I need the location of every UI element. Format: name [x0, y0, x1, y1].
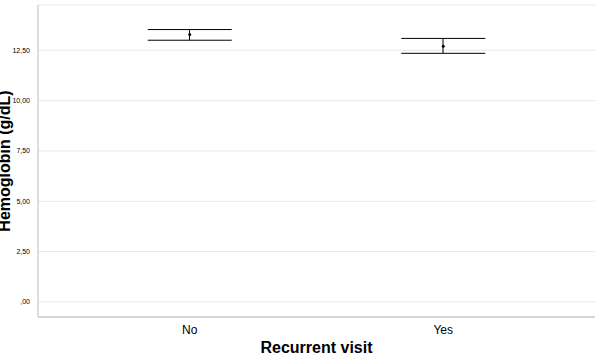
svg-text:10,00: 10,00: [12, 97, 30, 104]
svg-text:,00: ,00: [20, 298, 30, 305]
svg-text:No: No: [182, 323, 198, 337]
svg-text:7,50: 7,50: [16, 147, 30, 154]
svg-text:Yes: Yes: [433, 323, 453, 337]
svg-text:Recurrent visit: Recurrent visit: [260, 339, 373, 355]
svg-text:5,00: 5,00: [16, 198, 30, 205]
svg-text:2,50: 2,50: [16, 248, 30, 255]
svg-text:12,50: 12,50: [12, 47, 30, 54]
svg-text:Hemoglobin (g/dL): Hemoglobin (g/dL): [8, 90, 13, 231]
